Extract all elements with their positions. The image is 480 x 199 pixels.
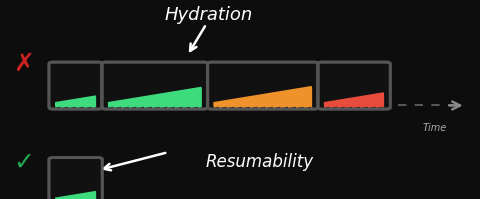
FancyBboxPatch shape (49, 158, 102, 199)
Text: Hydration: Hydration (165, 6, 253, 24)
Text: ✓: ✓ (13, 151, 35, 175)
FancyBboxPatch shape (49, 62, 102, 109)
Text: Time: Time (422, 123, 447, 133)
FancyBboxPatch shape (318, 62, 390, 109)
FancyBboxPatch shape (102, 62, 208, 109)
FancyBboxPatch shape (207, 62, 318, 109)
Text: Resumability: Resumability (205, 153, 313, 171)
Text: ✗: ✗ (13, 52, 35, 76)
